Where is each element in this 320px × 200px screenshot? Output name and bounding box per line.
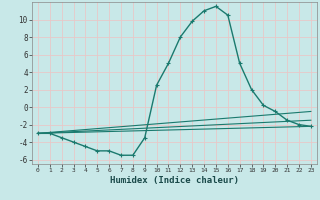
X-axis label: Humidex (Indice chaleur): Humidex (Indice chaleur)	[110, 176, 239, 185]
